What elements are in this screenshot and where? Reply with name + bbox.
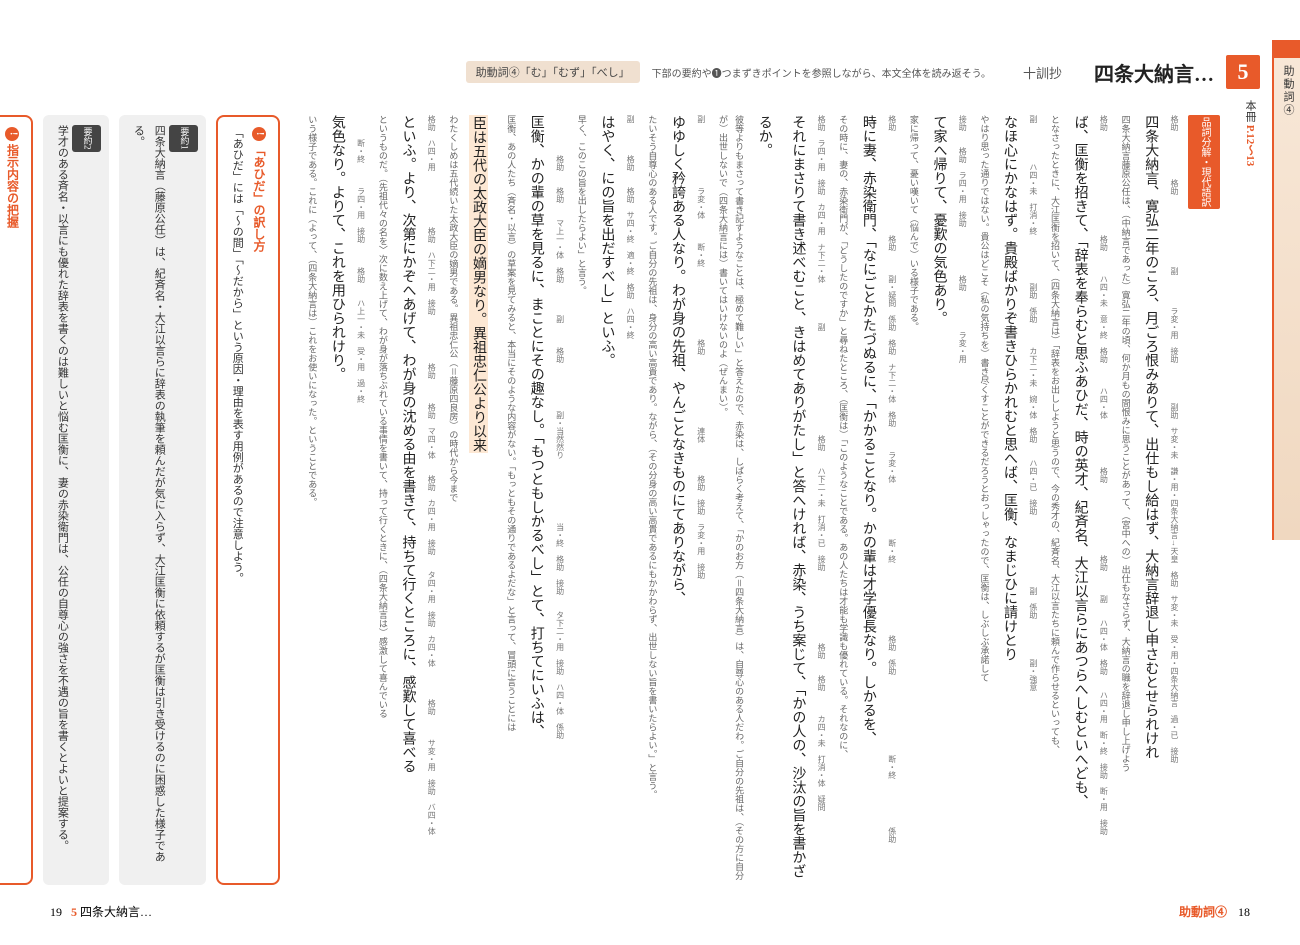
translation-text: 四条大納言藤原公任は、（中納言であった）寛弘二年の頃、何か月もの間恨みに思うこと… xyxy=(1117,115,1133,885)
grammar-ruby: 格助 ハ四・用 格助 ハ下二・用 接助 格助 格助 マ四・体 格助 カ四・用 接… xyxy=(424,115,437,885)
page-num: 19 xyxy=(50,905,62,919)
tab-label: 助動詞④ xyxy=(1280,65,1296,117)
page-category: 助動詞④ xyxy=(1179,905,1227,919)
main-line-7: 副 格助 格助 サ四・終 適・終 格助 ハ四・終 はやく、にの旨を出だすべし」と… xyxy=(574,115,637,885)
page-number-right: 助動詞④ 18 xyxy=(1179,903,1250,920)
chapter-source: 十訓抄 xyxy=(1023,63,1062,82)
point-box-2: ! 指示内容の把握 「かかる」となりは、のようなことに、にある「こと」のとなり、… xyxy=(0,115,33,885)
grammar-ruby: 副 ハ四・未 打消・終 副助 係助 カ下二・未 婉・体 格助 ハ四・已 接助 副… xyxy=(1026,115,1039,885)
original-text: 時に妻、赤染衛門、「なにごとかたづぬるに、「かかることなり。かの輩は才学優長なり… xyxy=(851,115,885,885)
point-box-1: ! 「あひだ」の訳し方 「あひだ」には「〜の間」「〜だから」という原因・理由を表… xyxy=(216,115,280,885)
summary-text: 学才のある斉名・以言にも優れた辞表を書くのは難しいと悩む匡衡に、妻の赤染衛門は、… xyxy=(56,125,68,851)
main-line-8: 格助 格助 マ上一・体 格助 副 格助 副・当然然り 当・終 格助 接助 タ下二… xyxy=(503,115,566,885)
page-num: 18 xyxy=(1238,905,1250,919)
page-chapter-num: 5 xyxy=(71,905,77,919)
translation-text: というものだ。（先祖代々の名を〉次に数え上げて、わが身が落ちぶれている事情を書い… xyxy=(375,115,391,885)
tab-accent xyxy=(1272,40,1300,58)
original-text: それにまさりて書き述べむこと、きはめてありがたし」と答へければ、赤染、うち案じて… xyxy=(747,115,814,885)
grammar-ruby: 格助 格助 マ上一・体 格助 副 格助 副・当然然り 当・終 格助 接助 タ下二… xyxy=(553,115,566,885)
main-line-10: 格助 ハ四・用 格助 ハ下二・用 接助 格助 格助 マ四・体 格助 カ四・用 接… xyxy=(375,115,438,885)
translation-text: 早く、このこの旨を出したらよい」と言う。 xyxy=(574,115,590,885)
point-text: 「あひだ」には「〜の間」「〜だから」という原因・理由を表す用例があるので注意しよ… xyxy=(231,127,243,584)
grammar-ruby: 接助 格助 ラ四・用 接助 格助 ラ変・用 xyxy=(955,115,968,885)
grammar-ruby: 副 格助 格助 サ四・終 適・終 格助 ハ四・終 xyxy=(623,115,636,885)
book-ref-label: 本冊 xyxy=(1244,100,1256,122)
original-text: 臣は五代の太政大臣の嫡男なり。異祖忠仁公より以来 xyxy=(461,115,495,885)
original-text: といふ。より、次第にかぞへあげて、わが身の沈める由を書きて、持ちて行くところに、… xyxy=(391,115,425,885)
original-text: はやく、にの旨を出だすべし」といふ。 xyxy=(590,115,624,885)
point-title: 「あひだ」の訳し方 xyxy=(252,144,266,252)
main-line-0: 格助 格助 副 ラ変・用 接助 副助 サ変・未 謙・用・四条大納言→天皇 格助 … xyxy=(1117,115,1180,885)
grammar-ruby: 断・終 ラ四・用 接助 格助 ハ上一・未 受・用 過・終 xyxy=(354,115,367,885)
chapter-title: 四条大納言… xyxy=(1094,58,1214,87)
original-text: ゆゆしく矜誇ある人なり。わが身の先祖、やんごとなきものにてありながら、 xyxy=(660,115,694,885)
grammar-ruby: 格助 格助 副・疑問 係助 格助 ナ下二・体 格助 ラ変・体 断・終 格助 係助… xyxy=(885,115,898,885)
chapter-instruction: 下部の要約や❶つまずきポイントを参照しながら、本文全体を読み返そう。 xyxy=(652,65,991,80)
original-text: 気色なり。よりて、これを用ひられけり。 xyxy=(320,115,354,885)
original-text: ば、匡衡を招きて、「辞表を奉らむと思ふあひだ、時の英才、紀斉名、大江以言らにあつ… xyxy=(1063,115,1097,885)
summary-label: 要約2 xyxy=(72,125,101,152)
translation-text: 家に帰って、憂い嘆いて（悩んで）いる様子である。 xyxy=(906,115,922,885)
translation-text: 彼等よりもまさって書き記すようなことは、極めて難しい」と答えたので、赤染は、しば… xyxy=(715,115,747,885)
main-line-2: 副 ハ四・未 打消・終 副助 係助 カ下二・未 婉・体 格助 ハ四・已 接助 副… xyxy=(976,115,1039,885)
main-line-3: 接助 格助 ラ四・用 接助 格助 ラ変・用 て家へ帰りて、憂歎の気色あり。 家に… xyxy=(906,115,969,885)
section-badge: 品詞分解・現代語訳 xyxy=(1188,115,1220,209)
translation-text: その時に、妻の、赤染衛門が、「どうしたのですか」と尋ねたところ、（匡衡は）「この… xyxy=(835,115,851,885)
translation-text: わたくしめは五代続いた太政大臣の嫡男である。異祖忠仁公（＝藤原四良房）の時代から… xyxy=(445,115,461,885)
book-reference: 本冊 P.12〜13 xyxy=(1242,100,1258,166)
topic-tag: 助動詞④「む」「むず」「べし」 xyxy=(466,61,640,83)
summary-box-2: 要約2 学才のある斉名・以言にも優れた辞表を書くのは難しいと悩む匡衡に、妻の赤染… xyxy=(43,115,109,885)
summary-text: 四条大納言（藤原公任）は、紀斉名・大江以言らに辞表の執筆を頼んだが気に入らず、大… xyxy=(132,125,165,862)
original-text: なほ心にかなはず。貴殿ばかりぞ書きひらかれむと思へば、匡衡、なまじひに請けとり xyxy=(992,115,1026,885)
page-chapter-title: 四条大納言… xyxy=(80,905,152,919)
main-line-9: 臣は五代の太政大臣の嫡男なり。異祖忠仁公より以来 わたくしめは五代続いた太政大臣… xyxy=(445,115,495,885)
original-text: 四条大納言、寛弘二年のころ、月ごろ恨みありて、出仕もし給はず、大納言辞退し申さむ… xyxy=(1134,115,1168,885)
translation-text: 匡衡、あの人たち（斉名・以言）の草案を見てみると、本当にそのような内容がない。「… xyxy=(503,115,519,885)
translation-text: いう様子である。これに（よって、（四条大納言は）これをお使いになった。ということ… xyxy=(304,115,320,885)
translation-text: やはり思った通りではない。貴公はどこそ（私の気持ちを）書き尽くすことができるだろ… xyxy=(976,115,992,885)
grammar-ruby: 副 ラ変・体 断・終 格助 連体 格助 接助 ラ変・用 接助 xyxy=(694,115,707,885)
main-line-6: 副 ラ変・体 断・終 格助 連体 格助 接助 ラ変・用 接助 ゆゆしく矜誇ある人… xyxy=(644,115,707,885)
page-number-left: 19 5 四条大納言… xyxy=(50,903,152,920)
translation-text: たいそう自尊心のある人です。ご自分の先祖は、身分の高い高貴であり。ながら、（その… xyxy=(644,115,660,885)
grammar-ruby: 格助 格助 ハ四・未 意・終 格助 ハ四・体 格助 格助 副 ハ四・体 格助 ハ… xyxy=(1097,115,1110,885)
translation-text: となさったときに、大江匡衡を招いて、（四条大納言は）「辞表をお出ししようと思うの… xyxy=(1047,115,1063,885)
chapter-number-badge: 5 xyxy=(1226,55,1260,89)
main-line-1: 格助 格助 ハ四・未 意・終 格助 ハ四・体 格助 格助 副 ハ四・体 格助 ハ… xyxy=(1047,115,1110,885)
sidebar-summaries: ! 「あひだ」の訳し方 「あひだ」には「〜の間」「〜だから」という原因・理由を表… xyxy=(60,115,280,885)
summary-label: 要約1 xyxy=(169,125,198,152)
point-title: 指示内容の把握 xyxy=(5,144,19,228)
original-text: 匡衡、かの輩の草を見るに、まことにその趣なし。「もつともしかるべし」とて、打ちて… xyxy=(519,115,553,885)
main-text-block: 品詞分解・現代語訳 格助 格助 副 ラ変・用 接助 副助 サ変・未 謙・用・四条… xyxy=(290,115,1220,885)
main-line-4: 格助 格助 副・疑問 係助 格助 ナ下二・体 格助 ラ変・体 断・終 格助 係助… xyxy=(835,115,898,885)
grammar-ruby: 格助 格助 副 ラ変・用 接助 副助 サ変・未 謙・用・四条大納言→天皇 格助 … xyxy=(1167,115,1180,885)
book-ref-pages: P.12〜13 xyxy=(1244,125,1256,166)
main-line-5: 格助 ラ四・用 接助 カ四・用 ナ下二・体 副 格助 ハ下二・未 打消・已 接助… xyxy=(715,115,827,885)
page-header: 5 四条大納言… 十訓抄 下部の要約や❶つまずきポイントを参照しながら、本文全体… xyxy=(300,48,1260,96)
summary-box-1: 要約1 四条大納言（藤原公任）は、紀斉名・大江以言らに辞表の執筆を頼んだが気に入… xyxy=(119,115,206,885)
original-text: て家へ帰りて、憂歎の気色あり。 xyxy=(922,115,956,885)
point-icon: ! xyxy=(252,127,266,141)
grammar-ruby: 格助 ラ四・用 接助 カ四・用 ナ下二・体 副 格助 ハ下二・未 打消・已 接助… xyxy=(814,115,827,885)
main-line-11: 断・終 ラ四・用 接助 格助 ハ上一・未 受・用 過・終 気色なり。よりて、これ… xyxy=(304,115,367,885)
point-icon: ! xyxy=(5,127,19,141)
